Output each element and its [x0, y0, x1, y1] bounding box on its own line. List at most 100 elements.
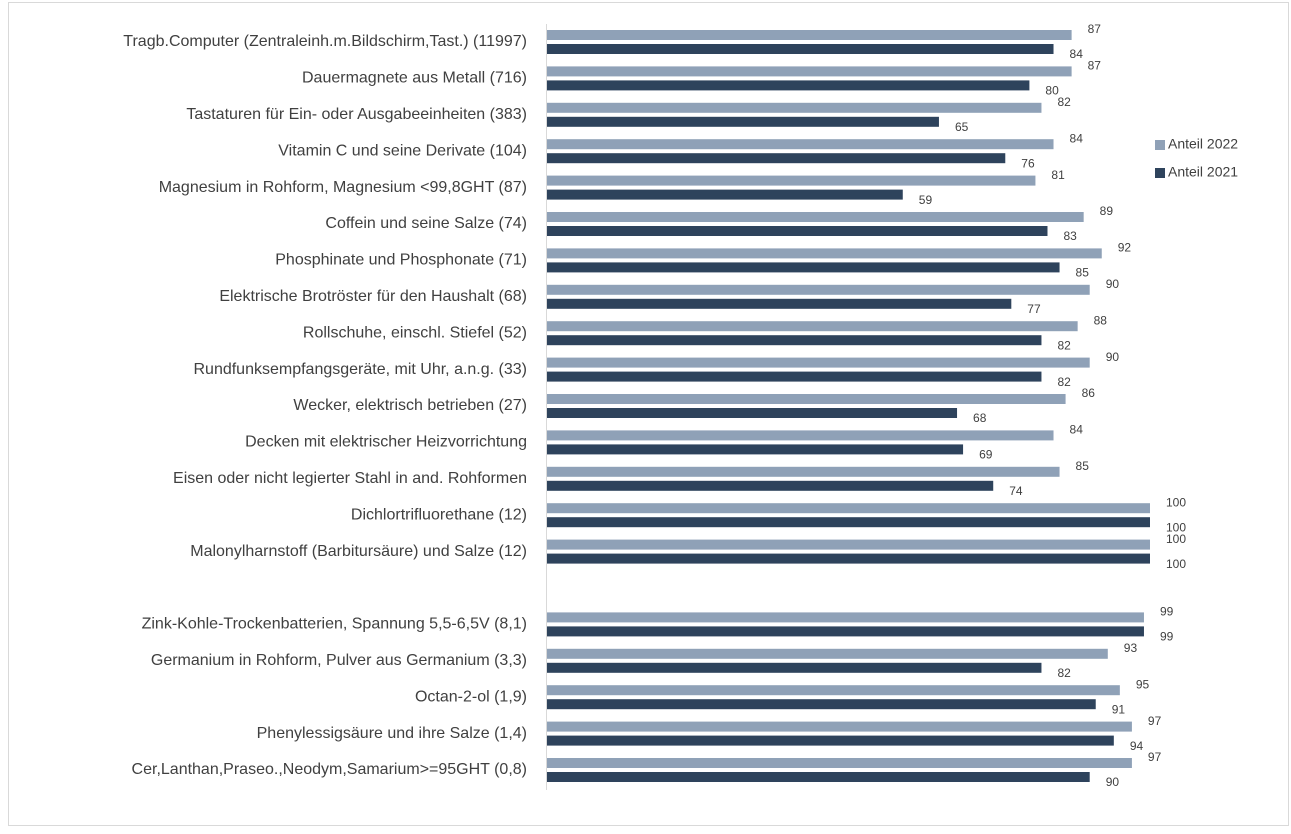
value-label: 59 — [919, 193, 933, 207]
value-label: 90 — [1106, 277, 1120, 291]
y-tick-label: Tastaturen für Ein- oder Ausgabeeinheite… — [186, 106, 527, 123]
bar — [547, 262, 1060, 273]
legend-label: Anteil 2021 — [1168, 164, 1238, 180]
bar — [547, 503, 1150, 514]
bar — [547, 30, 1072, 40]
value-label: 85 — [1076, 459, 1090, 473]
value-label: 87 — [1088, 59, 1102, 73]
bar — [547, 517, 1150, 528]
bar — [547, 648, 1108, 659]
value-label: 65 — [955, 120, 969, 134]
bar — [547, 394, 1066, 404]
value-label: 100 — [1166, 520, 1186, 534]
bar — [547, 66, 1072, 77]
y-tick-label: Dauermagnete aus Metall (716) — [302, 70, 527, 87]
value-label: 83 — [1063, 229, 1077, 243]
bar — [547, 298, 1012, 309]
bar — [547, 357, 1090, 368]
bar — [547, 539, 1150, 550]
value-label: 84 — [1070, 47, 1084, 61]
value-label: 69 — [979, 448, 993, 462]
y-tick-label: Tragb.Computer (Zentraleinh.m.Bildschirm… — [123, 33, 527, 50]
value-label: 93 — [1124, 641, 1138, 655]
value-label: 84 — [1070, 131, 1084, 145]
bar — [547, 480, 994, 491]
bar — [547, 116, 939, 127]
y-tick-label: Coffein und seine Salze (74) — [325, 215, 527, 232]
bar — [547, 212, 1084, 222]
y-tick-label: Rollschuhe, einschl. Stiefel (52) — [303, 324, 527, 341]
y-tick-label: Vitamin C und seine Derivate (104) — [278, 142, 527, 159]
value-label: 82 — [1057, 375, 1071, 389]
value-label: 81 — [1051, 168, 1065, 182]
chart-frame — [8, 2, 1289, 826]
value-label: 91 — [1112, 702, 1126, 716]
bar — [547, 284, 1090, 295]
bar — [547, 685, 1120, 696]
value-label: 100 — [1166, 495, 1186, 509]
bar — [547, 626, 1144, 637]
bar — [547, 189, 903, 200]
y-tick-label: Phenylessigsäure und ihre Salze (1,4) — [257, 725, 527, 742]
bar — [547, 321, 1078, 332]
bar — [547, 371, 1042, 382]
y-tick-label: Germanium in Rohform, Pulver aus Germani… — [151, 652, 527, 669]
value-label: 90 — [1106, 775, 1120, 789]
value-label: 99 — [1160, 630, 1174, 644]
bar — [547, 466, 1060, 477]
bar — [547, 662, 1042, 673]
bar — [547, 721, 1132, 732]
value-label: 100 — [1166, 532, 1186, 546]
bar — [547, 226, 1048, 236]
bar — [547, 335, 1042, 346]
y-tick-label: Eisen oder nicht legierter Stahl in and.… — [173, 470, 527, 487]
legend-label: Anteil 2022 — [1168, 136, 1238, 152]
y-tick-label: Octan-2-ol (1,9) — [415, 688, 527, 705]
value-label: 82 — [1057, 95, 1071, 109]
value-label: 87 — [1088, 22, 1102, 36]
value-label: 94 — [1130, 739, 1144, 753]
bar — [547, 80, 1030, 91]
value-label: 74 — [1009, 484, 1023, 498]
value-label: 84 — [1070, 423, 1084, 437]
y-tick-label: Zink-Kohle-Trockenbatterien, Spannung 5,… — [142, 616, 527, 633]
value-label: 86 — [1082, 386, 1096, 400]
value-label: 77 — [1027, 302, 1041, 316]
legend-swatch — [1155, 140, 1165, 150]
value-label: 97 — [1148, 714, 1162, 728]
y-tick-label: Dichlortrifluorethane (12) — [351, 506, 527, 523]
y-tick-label: Decken mit elektrischer Heizvorrichtung — [245, 434, 527, 451]
value-label: 99 — [1160, 605, 1174, 619]
y-tick-label: Magnesium in Rohform, Magnesium <99,8GHT… — [159, 179, 527, 196]
bar — [547, 153, 1006, 164]
value-label: 92 — [1118, 241, 1132, 255]
y-tick-label: Wecker, elektrisch betrieben (27) — [293, 397, 527, 414]
value-label: 68 — [973, 411, 987, 425]
y-tick-label: Elektrische Brotröster für den Haushalt … — [219, 288, 527, 305]
bar — [547, 612, 1144, 623]
bar — [547, 175, 1036, 186]
bar — [547, 735, 1114, 746]
value-label: 89 — [1100, 204, 1114, 218]
y-tick-label: Rundfunksempfangsgeräte, mit Uhr, a.n.g.… — [193, 361, 527, 378]
bar — [547, 758, 1132, 768]
legend-swatch — [1155, 168, 1165, 178]
bar — [547, 102, 1042, 113]
value-label: 90 — [1106, 350, 1120, 364]
value-label: 82 — [1057, 338, 1071, 352]
value-label: 95 — [1136, 677, 1150, 691]
bar — [547, 430, 1054, 441]
value-label: 82 — [1057, 666, 1071, 680]
bar — [547, 553, 1150, 564]
value-label: 85 — [1076, 266, 1090, 280]
value-label: 97 — [1148, 750, 1162, 764]
bar — [547, 444, 964, 455]
bar — [547, 44, 1054, 54]
y-tick-label: Cer,Lanthan,Praseo.,Neodym,Samarium>=95G… — [132, 761, 527, 778]
value-label: 88 — [1094, 313, 1108, 327]
bar — [547, 248, 1102, 259]
value-label: 100 — [1166, 557, 1186, 571]
value-label: 76 — [1021, 156, 1035, 170]
y-tick-label: Phosphinate und Phosphonate (71) — [275, 252, 527, 269]
